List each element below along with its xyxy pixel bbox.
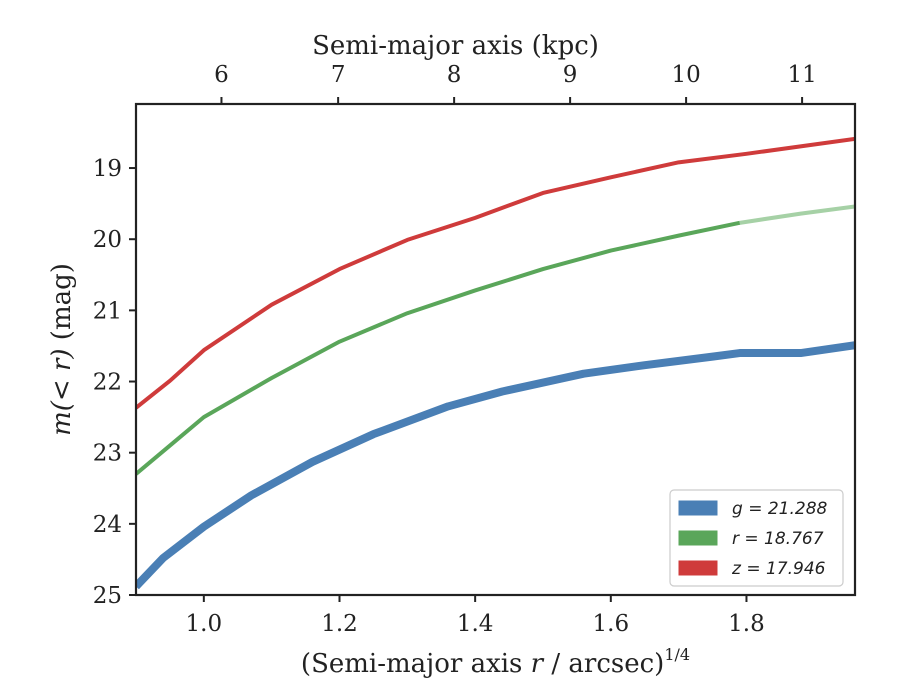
series-0-line xyxy=(136,341,855,590)
top-x-axis-label: Semi-major axis (kpc) xyxy=(312,31,599,61)
legend-swatch xyxy=(678,560,718,576)
y-tick-label: 24 xyxy=(93,512,122,538)
legend-label: g = 21.288 xyxy=(732,499,828,519)
series-layer xyxy=(136,136,855,590)
top-x-tick-label: 11 xyxy=(787,62,816,88)
ticks-layer: 1.0 1.2 1.4 1.6 1.8 19 20 21 22 23 24 25 6 7 8 9 10 11 xyxy=(93,62,817,637)
y-tick-label: 21 xyxy=(93,298,122,324)
x-tick-label: 1.8 xyxy=(728,611,765,637)
x-axis-label-main: (Semi-major axis xyxy=(301,649,531,679)
top-x-tick-label: 10 xyxy=(671,62,700,88)
legend: g = 21.288 r = 18.767 z = 17.946 xyxy=(669,489,844,587)
x-axis-label-var: r xyxy=(531,649,545,679)
y-tick-label: 22 xyxy=(93,370,122,396)
series-2-line xyxy=(136,136,855,410)
x-tick-label: 1.2 xyxy=(321,611,358,637)
top-x-tick-label: 7 xyxy=(331,62,346,88)
x-axis-label: (Semi-major axis r / arcsec)1/4 xyxy=(301,645,690,679)
y-axis-label-var: m(< r) xyxy=(47,348,77,435)
x-axis-label-sup: 1/4 xyxy=(664,645,690,664)
x-axis-label-rest: / arcsec) xyxy=(543,649,664,679)
plot-frame xyxy=(134,102,857,597)
top-x-tick-label: 8 xyxy=(447,62,462,88)
series-1-line xyxy=(136,220,741,476)
series-1-extension-line xyxy=(739,204,855,225)
top-x-tick-label: 6 xyxy=(214,62,229,88)
x-tick-label: 1.0 xyxy=(186,611,223,637)
y-tick-label: 25 xyxy=(93,583,122,609)
y-axis-label-rest: (mag) xyxy=(47,263,77,348)
top-x-tick-label: 9 xyxy=(563,62,578,88)
y-tick-label: 23 xyxy=(93,441,122,467)
y-tick-label: 19 xyxy=(93,156,122,182)
x-tick-label: 1.4 xyxy=(457,611,494,637)
legend-label: z = 17.946 xyxy=(731,559,826,579)
legend-swatch xyxy=(678,500,718,516)
y-tick-label: 20 xyxy=(93,227,122,253)
x-tick-label: 1.6 xyxy=(593,611,630,637)
y-axis-label: m(< r) (mag) xyxy=(47,263,77,436)
legend-swatch xyxy=(678,530,718,546)
legend-label: r = 18.767 xyxy=(732,529,824,549)
